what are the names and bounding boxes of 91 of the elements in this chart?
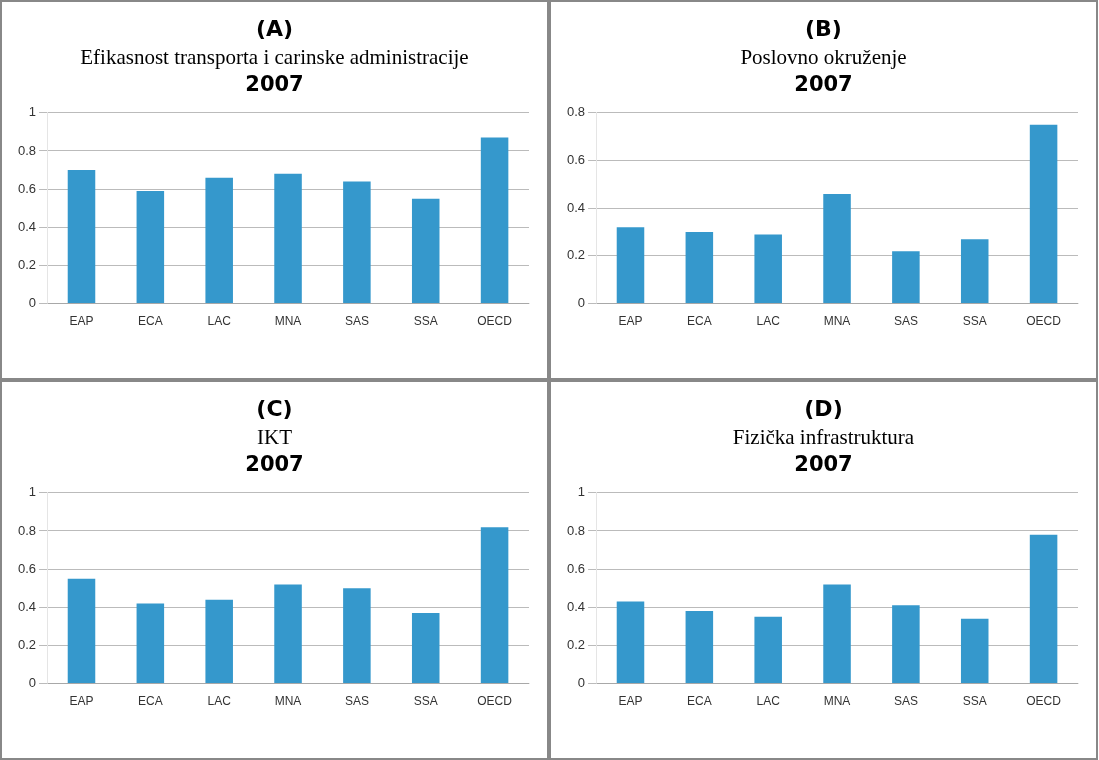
y-tick-label: 0.8 <box>566 104 585 120</box>
y-tick-label: 0.8 <box>17 142 36 158</box>
x-tick-label: LAC <box>756 314 780 329</box>
bar <box>67 578 95 684</box>
x-tick-label: SSA <box>962 694 987 709</box>
y-tick-label: 0.8 <box>566 522 585 538</box>
bar <box>411 198 439 304</box>
x-tick-label: EAP <box>68 694 93 709</box>
bar <box>960 618 988 684</box>
bar <box>204 177 233 304</box>
x-tick-label: SSA <box>413 694 438 709</box>
x-tick-label: LAC <box>207 314 231 329</box>
x-tick-label: OECD <box>1025 314 1061 329</box>
x-tick-label: MNA <box>823 694 850 709</box>
bar <box>616 601 644 684</box>
bar <box>411 613 439 684</box>
x-tick-label: OECD <box>1025 694 1061 709</box>
x-tick-label: SAS <box>893 314 918 329</box>
chart-title: (A) <box>254 16 295 41</box>
y-tick-label: 0.2 <box>17 257 36 273</box>
y-tick-label: 1 <box>28 484 36 500</box>
bar <box>136 603 164 684</box>
y-tick-label: 0.8 <box>17 522 36 538</box>
y-tick-label: 0.6 <box>566 560 585 576</box>
x-tick-label: MNA <box>274 694 301 709</box>
bar <box>960 239 988 304</box>
bar <box>685 232 713 304</box>
x-tick-label: ECA <box>686 314 712 329</box>
y-tick-label: 0 <box>577 675 585 691</box>
text: 2007 <box>244 452 305 476</box>
bar <box>480 527 508 684</box>
chart-title: (D) <box>803 396 844 421</box>
y-tick-label: 0.4 <box>566 598 585 614</box>
chart-subtitle: Poslovno okruženje <box>739 45 908 70</box>
x-tick-label: ECA <box>686 694 712 709</box>
x-tick-label: SSA <box>413 314 438 329</box>
bar <box>685 611 713 684</box>
x-tick-label: EAP <box>68 314 93 329</box>
text: 2007 <box>793 72 854 96</box>
y-tick-label: 1 <box>577 484 585 500</box>
x-tick-label: EAP <box>617 314 642 329</box>
chart-title: (B) <box>804 16 843 41</box>
bar <box>753 234 782 304</box>
y-tick-label: 0.4 <box>566 199 585 215</box>
bar <box>753 616 782 684</box>
y-tick-label: 0.2 <box>566 247 585 263</box>
bar <box>891 605 920 684</box>
x-tick-label: OECD <box>476 694 512 709</box>
text: 2007 <box>244 72 305 96</box>
x-tick-label: OECD <box>476 314 512 329</box>
x-tick-label: MNA <box>823 314 850 329</box>
bar <box>342 588 371 684</box>
x-tick-label: SAS <box>344 694 369 709</box>
chart-title: (C) <box>255 396 294 421</box>
bar <box>480 137 508 304</box>
bar <box>822 193 851 304</box>
x-tick-label: LAC <box>756 694 780 709</box>
bar <box>1029 124 1057 304</box>
bar <box>616 227 644 304</box>
y-tick-label: 0.6 <box>17 180 36 196</box>
bar <box>822 584 851 684</box>
x-tick-label: ECA <box>137 694 163 709</box>
y-tick-label: 1 <box>28 104 36 120</box>
y-tick-label: 0.4 <box>17 598 36 614</box>
y-tick-label: 0.6 <box>566 152 585 168</box>
x-tick-label: LAC <box>207 694 231 709</box>
bar <box>891 251 920 304</box>
y-tick-label: 0.2 <box>566 637 585 653</box>
bar <box>273 173 302 304</box>
x-tick-label: MNA <box>274 314 301 329</box>
y-tick-label: 0.6 <box>17 560 36 576</box>
bar <box>273 584 302 684</box>
y-tick-label: 0 <box>577 295 585 311</box>
y-tick-label: 0 <box>28 295 36 311</box>
x-tick-label: SAS <box>893 694 918 709</box>
chart-subtitle: Fizička infrastruktura <box>731 425 916 450</box>
x-tick-label: ECA <box>137 314 163 329</box>
bar <box>342 181 371 304</box>
chart-subtitle: IKT <box>256 425 293 450</box>
bar <box>204 599 233 684</box>
x-tick-label: SSA <box>962 314 987 329</box>
bar <box>136 191 164 304</box>
x-tick-label: SAS <box>344 314 369 329</box>
x-tick-label: EAP <box>617 694 642 709</box>
y-tick-label: 0 <box>28 675 36 691</box>
y-tick-label: 0.4 <box>17 218 36 234</box>
text: 2007 <box>793 452 854 476</box>
chart-subtitle: Efikasnost transporta i carinske administracije <box>79 45 470 70</box>
y-tick-label: 0.2 <box>17 637 36 653</box>
bar <box>67 170 95 304</box>
bar <box>1029 534 1057 684</box>
